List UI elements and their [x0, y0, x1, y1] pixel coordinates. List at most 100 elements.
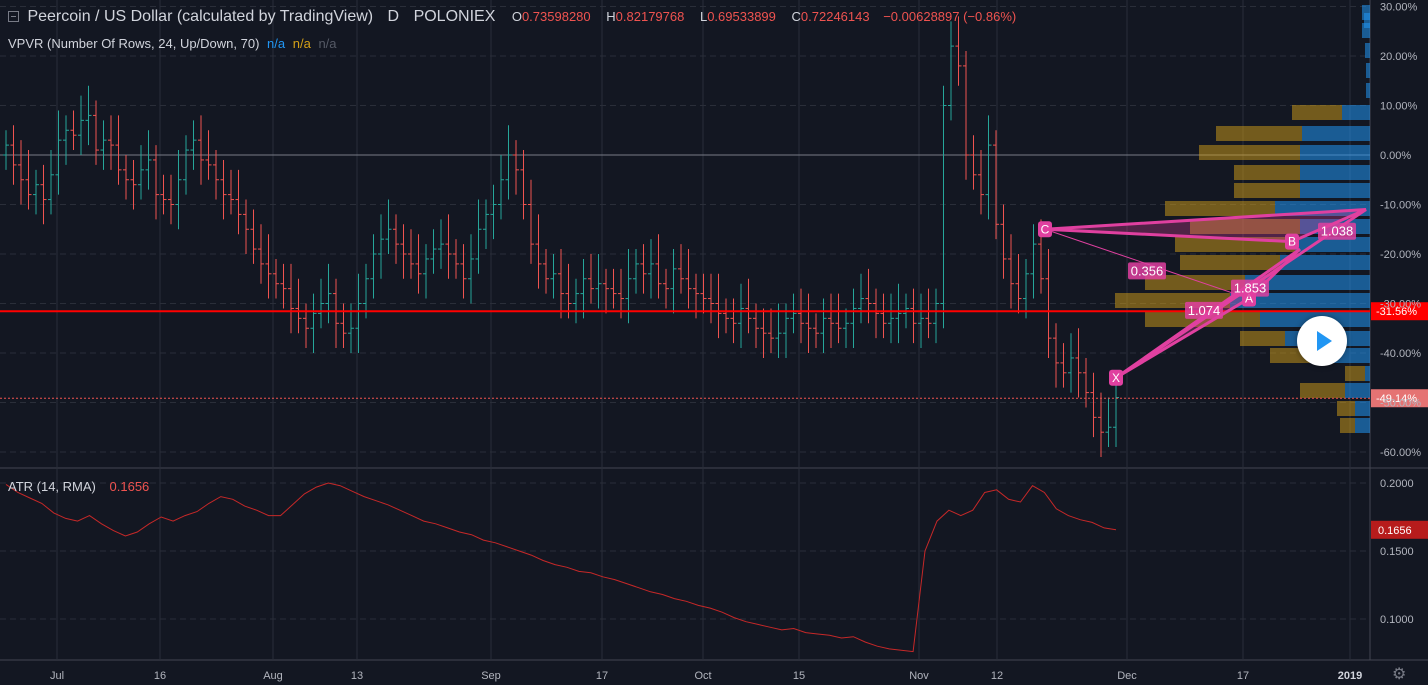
vp-up-row: [1302, 126, 1370, 141]
vp-down-row: [1165, 201, 1275, 216]
pattern-ratio-bg: [1128, 262, 1166, 280]
atr-last-value-bg: [1371, 520, 1428, 539]
pattern-ratio-bg: [1318, 222, 1356, 240]
x-tick-label: Sep: [481, 670, 501, 682]
pattern-ratio-label: 1.074: [1188, 303, 1221, 318]
symbol-legend: Peercoin / US Dollar (calculated by Trad…: [8, 8, 1024, 26]
pattern-ratio-bg: [1185, 301, 1223, 319]
pattern-ratio-label: 1.038: [1321, 224, 1354, 239]
change-value: −0.00628897 (−0.86%): [883, 9, 1017, 24]
pattern-point-bg: [1285, 233, 1299, 250]
atr-value: 0.1656: [109, 479, 150, 494]
vpvr-value-1: n/a: [267, 36, 286, 51]
xabc-pattern[interactable]: X A B C 0.356 1.853 1.074 1.038: [1038, 207, 1367, 386]
atr-label: ATR (14, RMA): [8, 479, 96, 494]
atr-tick-label: 0.1500: [1380, 546, 1414, 558]
pattern-point-label: C: [1041, 222, 1050, 236]
vp-down-row: [1292, 105, 1342, 120]
y-tick-label: -60.00%: [1380, 447, 1421, 459]
play-button[interactable]: [1297, 316, 1347, 366]
vp-down-row: [1145, 275, 1245, 290]
x-tick-label: 16: [154, 670, 166, 682]
gear-icon[interactable]: ⚙: [1392, 666, 1407, 683]
atr-last-value-label: 0.1656: [1378, 525, 1412, 537]
exchange-label: POLONIEX: [413, 8, 496, 25]
atr-series: [5, 482, 1117, 653]
pattern-point-bg: [1109, 369, 1123, 386]
vp-up-row: [1345, 383, 1370, 398]
price-line-label: -49.14%: [1376, 393, 1417, 405]
vp-up-row: [1295, 237, 1370, 252]
y-tick-label: -40.00%: [1380, 348, 1421, 360]
vp-down-row: [1345, 366, 1365, 381]
vp-up-row: [1230, 293, 1370, 308]
vp-down-row: [1190, 219, 1300, 234]
vpvr-legend: VPVR (Number Of Rows, 24, Up/Down, 70) n…: [8, 36, 341, 51]
atr-tick-label: 0.2000: [1380, 478, 1414, 490]
axes: Jul 16 Aug 13 Sep 17 Oct 15 Nov 12 Dec 17 2019 30.00%…: [50, 2, 1421, 683]
vp-up-row: [1300, 183, 1370, 198]
price-label-bg: [1371, 302, 1428, 321]
x-tick-label: Aug: [263, 670, 283, 682]
pattern-point-label: A: [1245, 292, 1253, 306]
vp-up-row: [1280, 255, 1370, 270]
vp-down-row: [1234, 183, 1300, 198]
x-tick-label: 12: [991, 670, 1003, 682]
vp-up-row: [1362, 23, 1370, 38]
x-tick-label: 17: [1237, 670, 1249, 682]
y-tick-label: -30.00%: [1380, 299, 1421, 311]
vp-down-row: [1199, 145, 1300, 160]
volume-profile: [1115, 5, 1370, 433]
vp-up-row: [1365, 366, 1370, 381]
vp-down-row: [1240, 331, 1285, 346]
x-tick-label: Jul: [50, 670, 64, 682]
y-tick-label: 10.00%: [1380, 101, 1418, 113]
symbol-title: Peercoin / US Dollar (calculated by Trad…: [27, 8, 374, 25]
x-tick-label: Oct: [694, 670, 711, 682]
vp-up-row: [1355, 401, 1370, 416]
x-tick-label: Nov: [909, 670, 929, 682]
atr-line: 0.1656: [5, 482, 1428, 653]
vp-down-row: [1180, 255, 1280, 270]
x-tick-label: 15: [793, 670, 805, 682]
vp-up-row: [1366, 83, 1370, 98]
pattern-ratio-label: 1.853: [1234, 281, 1267, 296]
vpvr-value-2: n/a: [292, 36, 311, 51]
vp-up-row: [1364, 13, 1370, 28]
x-tick-label: Dec: [1117, 670, 1137, 682]
price-line-label: -31.56%: [1376, 306, 1417, 318]
vp-down-row: [1337, 401, 1355, 416]
vp-up-row: [1245, 275, 1370, 290]
price-lines: -31.56% -49.14%: [0, 302, 1428, 408]
y-tick-label: -20.00%: [1380, 249, 1421, 261]
atr-legend: ATR (14, RMA) 0.1656: [8, 479, 153, 494]
x-tick-label: 17: [596, 670, 608, 682]
y-tick-label: 20.00%: [1380, 51, 1418, 63]
atr-tick-label: 0.1000: [1380, 614, 1414, 626]
ohlc-values: O0.73598280 H0.82179768 L0.69533899 C0.7…: [511, 9, 1017, 24]
grid: [0, 0, 1428, 661]
pattern-ratio-label: 0.356: [1131, 263, 1164, 278]
vpvr-value-3: n/a: [318, 36, 337, 51]
vp-down-row: [1300, 383, 1345, 398]
x-tick-label: 13: [351, 670, 363, 682]
price-label-bg: [1371, 389, 1428, 408]
vp-up-row: [1365, 43, 1370, 58]
vp-up-row: [1342, 105, 1370, 120]
vp-down-row: [1216, 126, 1302, 141]
y-tick-label: 30.00%: [1380, 2, 1418, 14]
pattern-point-bg: [1038, 221, 1052, 238]
vp-up-row: [1300, 145, 1370, 160]
y-tick-label: -10.00%: [1380, 200, 1421, 212]
pattern-point-label: X: [1112, 371, 1120, 385]
vp-up-row: [1355, 418, 1370, 433]
vp-up-row: [1300, 165, 1370, 180]
interval-label: D: [387, 8, 400, 25]
y-tick-label: 0.00%: [1380, 150, 1411, 162]
vp-down-row: [1234, 165, 1300, 180]
vp-up-row: [1366, 63, 1370, 78]
vp-down-row: [1340, 418, 1355, 433]
pattern-point-label: B: [1288, 235, 1296, 249]
collapse-icon[interactable]: [8, 11, 19, 23]
